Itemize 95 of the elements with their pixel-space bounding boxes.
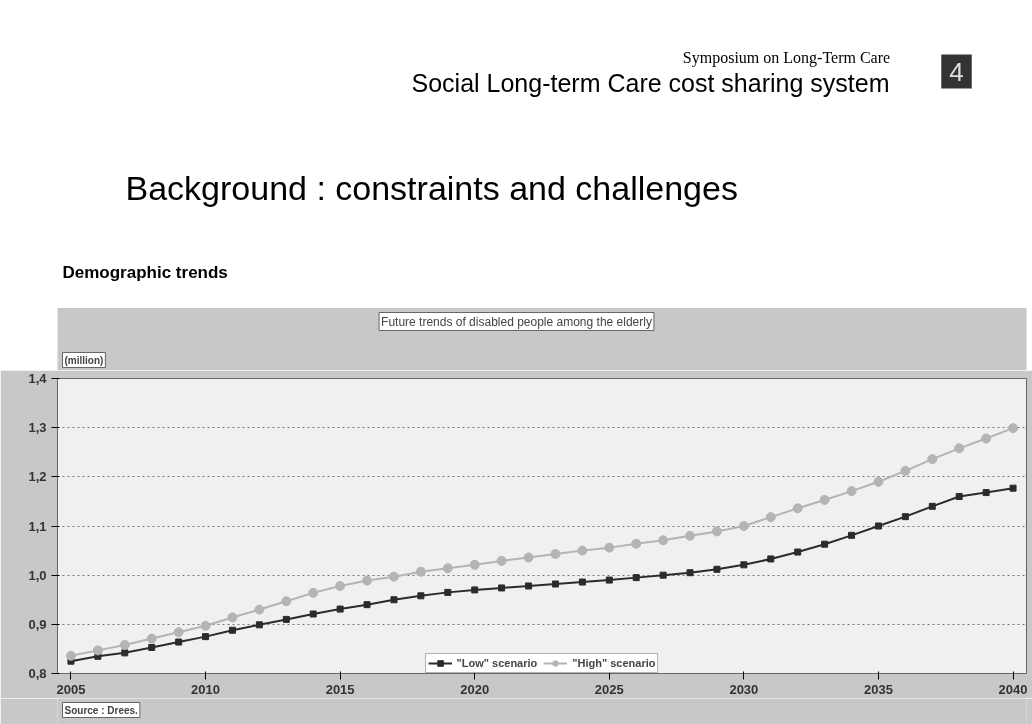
x-tick-label: 2005 [56, 681, 86, 697]
point [604, 542, 615, 553]
point [577, 545, 588, 556]
point [713, 565, 721, 573]
point [390, 596, 398, 604]
text: 4 [949, 56, 964, 87]
point [173, 627, 184, 638]
point [175, 638, 183, 646]
point [632, 574, 640, 582]
text: Symposium on Long-Term Care [682, 48, 891, 67]
y-tick-label: 1,1 [28, 518, 47, 534]
point [146, 633, 157, 644]
legend-label: "Low" scenario [456, 656, 538, 670]
point [792, 503, 803, 514]
point [309, 610, 317, 618]
point [928, 502, 936, 510]
y-tick-label: 1,0 [28, 567, 47, 583]
point [336, 605, 344, 613]
point [254, 604, 265, 615]
point [740, 561, 748, 569]
point [578, 578, 586, 586]
point [388, 571, 399, 582]
point [65, 650, 76, 661]
y-tick-label: 0,8 [28, 666, 47, 681]
point [148, 643, 156, 651]
point [901, 513, 909, 521]
point [874, 522, 882, 530]
point [955, 493, 963, 500]
point [900, 465, 911, 476]
point [981, 433, 992, 444]
y-tick-label: 1,4 [28, 371, 48, 386]
point [469, 559, 480, 570]
chart-title: Future trends of disabled people among the elderly [381, 314, 652, 329]
x-tick-label: 2010 [191, 681, 220, 697]
point [767, 555, 775, 563]
point [471, 586, 479, 594]
point [227, 612, 238, 623]
point [200, 620, 211, 631]
x-tick-label: 2040 [998, 681, 1028, 697]
point [711, 526, 722, 537]
x-tick-label: 2020 [460, 681, 490, 697]
point [954, 443, 965, 454]
point [605, 576, 613, 584]
point [255, 621, 263, 629]
point [362, 575, 373, 586]
point [738, 521, 749, 531]
y-tick-label: 1,3 [28, 420, 47, 436]
point [765, 512, 776, 523]
point [282, 615, 290, 623]
point [848, 531, 856, 539]
point [819, 494, 830, 505]
point [658, 535, 669, 546]
point [415, 566, 426, 577]
point [794, 548, 802, 556]
point [685, 530, 696, 541]
x-tick-label: 2030 [729, 681, 759, 697]
point [846, 486, 857, 497]
x-tick-label: 2035 [864, 681, 893, 697]
text: Social Long-term Care cost sharing system [411, 68, 890, 97]
point [335, 580, 346, 591]
y-tick-label: 1,2 [28, 469, 47, 485]
point [308, 587, 319, 598]
y-tick-label: 0,9 [28, 616, 47, 632]
point [1008, 423, 1019, 434]
point [363, 601, 371, 609]
point [498, 584, 506, 592]
y-axis-title: (million) [64, 354, 104, 366]
point [982, 489, 990, 497]
point [821, 540, 829, 548]
text: Background : constraints and challenges [125, 168, 738, 207]
point [228, 626, 236, 634]
source-note: Source : Drees. [64, 704, 139, 716]
x-tick-label: 2025 [594, 681, 624, 697]
point [523, 552, 534, 563]
point [444, 588, 452, 596]
point [496, 555, 507, 566]
legend-label: "High" scenario [572, 656, 656, 670]
point [202, 633, 210, 641]
point [121, 649, 129, 657]
point [92, 645, 103, 656]
point [551, 580, 559, 588]
x-tick-label: 2015 [325, 681, 355, 697]
point [659, 571, 667, 579]
point [631, 538, 642, 549]
point [686, 569, 694, 577]
point [417, 592, 425, 600]
point [1009, 484, 1017, 492]
point [119, 639, 130, 650]
point [927, 454, 938, 465]
point [550, 549, 561, 560]
point [442, 563, 453, 574]
text: Demographic trends [62, 262, 228, 282]
point [873, 476, 884, 487]
point [281, 596, 292, 607]
point [525, 582, 533, 590]
